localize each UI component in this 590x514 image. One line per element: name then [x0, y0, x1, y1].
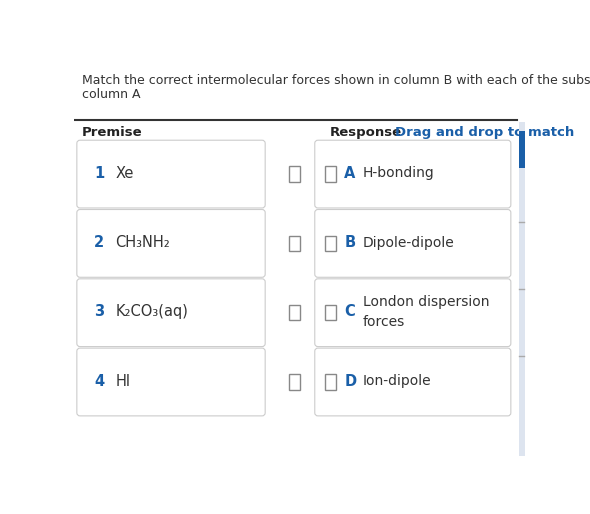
FancyBboxPatch shape — [77, 279, 265, 346]
Bar — [519, 122, 525, 456]
Text: Ion-dipole: Ion-dipole — [363, 374, 431, 388]
Text: Xe: Xe — [116, 166, 134, 181]
Text: Premise: Premise — [81, 126, 142, 139]
Text: column A: column A — [81, 88, 140, 101]
Bar — [289, 305, 300, 320]
Text: K₂CO₃(aq): K₂CO₃(aq) — [116, 304, 188, 319]
Bar — [325, 305, 336, 320]
FancyBboxPatch shape — [77, 348, 265, 416]
Bar — [325, 167, 336, 182]
FancyBboxPatch shape — [77, 140, 265, 208]
Bar — [325, 374, 336, 390]
Text: A: A — [344, 166, 356, 181]
Bar — [289, 167, 300, 182]
Text: D: D — [344, 374, 356, 389]
Text: CH₃NH₂: CH₃NH₂ — [116, 235, 171, 250]
FancyBboxPatch shape — [315, 279, 511, 346]
Text: Response: Response — [329, 126, 402, 139]
Bar — [289, 374, 300, 390]
Bar — [519, 131, 525, 168]
Text: 4: 4 — [94, 374, 104, 389]
Text: B: B — [344, 235, 355, 250]
Text: 2: 2 — [94, 235, 104, 250]
Bar — [325, 236, 336, 251]
FancyBboxPatch shape — [315, 210, 511, 277]
Text: 1: 1 — [94, 166, 104, 181]
Text: London dispersion
forces: London dispersion forces — [363, 295, 489, 328]
Bar — [289, 236, 300, 251]
Text: Match the correct intermolecular forces shown in column B with each of the subst: Match the correct intermolecular forces … — [81, 74, 590, 87]
FancyBboxPatch shape — [77, 210, 265, 277]
Text: Drag and drop to match: Drag and drop to match — [395, 126, 575, 139]
Text: HI: HI — [116, 374, 131, 389]
Text: Dipole-dipole: Dipole-dipole — [363, 235, 454, 250]
Text: C: C — [344, 304, 355, 319]
Text: H-bonding: H-bonding — [363, 167, 435, 180]
Bar — [74, 62, 517, 120]
Text: 3: 3 — [94, 304, 104, 319]
FancyBboxPatch shape — [315, 140, 511, 208]
FancyBboxPatch shape — [315, 348, 511, 416]
